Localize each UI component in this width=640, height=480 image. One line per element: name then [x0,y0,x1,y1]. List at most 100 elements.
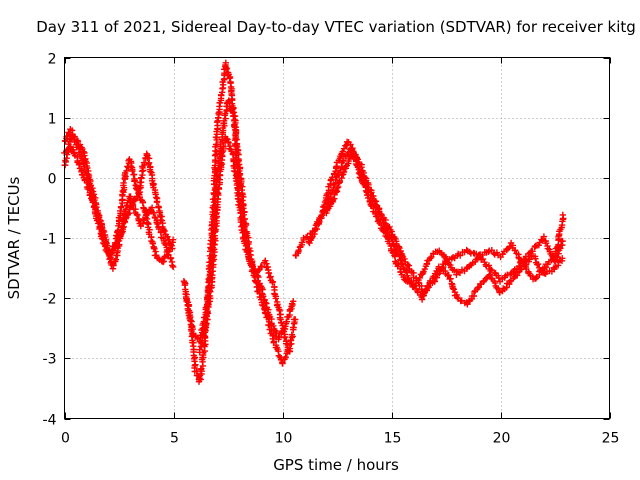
y-tick-label: -1 [43,232,57,248]
data-point [136,185,143,192]
data-point [535,260,542,268]
data-point [485,248,492,255]
data-point [281,333,289,341]
data-point [276,334,283,341]
data-point [292,316,299,323]
data-point [130,171,137,178]
data-point [421,265,428,273]
data-point [262,257,269,264]
data-point [350,148,357,155]
data-point [231,168,239,175]
data-point [213,148,220,155]
data-point [559,238,566,245]
data-series-track-3 [61,126,177,266]
data-point [559,211,566,219]
data-point [75,161,83,168]
data-point [559,255,566,262]
axis-ticks [64,57,611,420]
data-point [332,176,339,184]
data-point [204,307,211,315]
data-point [131,178,138,185]
x-tick-label: 10 [275,431,293,447]
data-point [507,271,514,278]
y-tick-label: 1 [48,112,57,128]
plot-area [61,59,567,385]
y-tick-label: 0 [48,172,57,188]
data-point [260,302,267,309]
data-point [214,195,221,202]
data-point [215,176,222,183]
data-point [542,240,550,247]
chart-title: Day 311 of 2021, Sidereal Day-to-day VTE… [36,18,636,36]
data-point [457,252,464,259]
data-point [211,241,218,248]
data-point [225,139,232,146]
data-point [259,301,266,309]
data-point [266,274,273,281]
data-point [532,255,539,262]
data-point [265,269,273,277]
data-point [339,157,347,164]
data-point [153,199,161,206]
data-point [454,294,461,301]
data-series-track-9 [323,151,567,291]
data-point [157,216,164,224]
data-point [388,234,395,242]
data-point [130,196,137,204]
data-point [129,167,136,175]
data-point [242,233,249,240]
data-point [284,344,292,351]
data-point [495,274,502,282]
data-point [318,211,326,219]
data-point [120,179,127,187]
data-point [222,64,230,71]
x-tick-label: 20 [493,431,511,447]
x-tick-label: 15 [384,431,402,447]
data-point [233,181,241,189]
x-tick-label: 25 [602,431,620,447]
data-point [243,241,251,248]
data-point [150,209,157,217]
data-point [406,279,414,286]
data-point [226,75,233,82]
y-tick-label: -4 [43,413,57,429]
data-point [239,221,247,229]
x-axis-label: GPS time / hours [273,456,399,474]
data-point [427,255,434,262]
data-point [269,279,276,286]
data-point [272,295,279,302]
data-point [442,255,449,262]
data-point [418,296,426,303]
grid-lines [64,57,610,419]
data-point [111,245,118,252]
y-tick-label: -2 [43,292,57,308]
data-point [203,313,210,320]
data-point [258,263,266,270]
data-point [212,226,219,233]
data-point [278,328,285,336]
data-point [316,218,323,226]
data-point [161,227,168,235]
data-point [515,254,522,261]
data-point [200,330,207,337]
data-point [90,198,97,205]
data-point [160,226,167,234]
data-point [518,257,525,265]
data-point [169,236,177,243]
data-point [449,285,457,292]
data-point [340,145,348,152]
data-point [485,262,493,269]
data-point [416,274,423,282]
data-point [149,240,156,247]
data-point [275,352,282,359]
data-point [212,134,220,141]
x-tick-label: 5 [170,431,179,447]
data-point [196,346,203,353]
data-point [506,243,513,250]
data-point [89,197,96,204]
data-point [215,110,222,117]
data-point [214,189,221,196]
data-point [164,233,171,240]
data-point [334,184,341,192]
data-point [349,145,356,152]
